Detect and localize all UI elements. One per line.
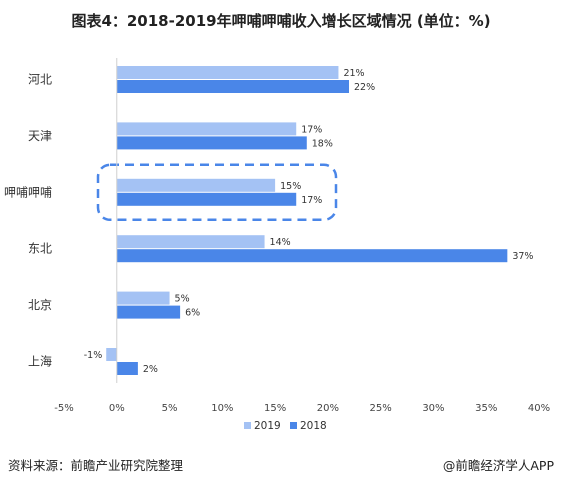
x-tick-label: 0% <box>109 403 125 414</box>
x-tick-label: 10% <box>211 403 233 414</box>
bar-2019 <box>106 348 117 361</box>
category-label: 天津 <box>28 129 52 143</box>
bar-2018 <box>116 136 307 150</box>
data-label: 5% <box>175 294 190 305</box>
data-label: 22% <box>354 82 375 93</box>
legend-label-2018: 2018 <box>300 420 327 432</box>
bar-2018 <box>116 80 350 93</box>
data-label: 14% <box>270 237 291 248</box>
bar-2018 <box>116 192 297 206</box>
axis-layer: -5% 0% 5% 10% 15% 20% 25% 30% 35% 40% 河北天津呷哺呷哺东北北京… <box>4 58 550 414</box>
chart-title: 图表4：2018-2019年呷哺呷哺收入增长区域情况 (单位：%) <box>71 12 491 30</box>
x-tick-label: 35% <box>475 403 497 414</box>
data-label: 17% <box>301 124 322 135</box>
bar-2018 <box>116 305 181 319</box>
data-label: -1% <box>84 350 103 361</box>
data-label: 6% <box>185 308 200 319</box>
x-tick-label: 40% <box>528 403 550 414</box>
bar-2019 <box>116 291 170 305</box>
category-label: 北京 <box>28 298 52 312</box>
bars-layer: 21%22%17%18%15%17%14%37%5%6%-1%2% <box>84 66 533 375</box>
legend-swatch-2018 <box>290 422 297 429</box>
data-label: 2% <box>143 364 158 375</box>
x-tick-label: 30% <box>422 403 444 414</box>
bar-2018 <box>116 249 508 263</box>
data-label: 17% <box>301 195 322 206</box>
category-label: 上海 <box>28 354 52 369</box>
bar-2019 <box>116 122 297 136</box>
data-label: 37% <box>512 251 533 262</box>
highlight-layer <box>96 163 338 222</box>
category-label: 呷哺呷哺 <box>4 185 52 199</box>
bar-2019 <box>116 235 265 249</box>
bar-2018 <box>116 362 138 375</box>
source-note: 资料来源：前瞻产业研究院整理 <box>8 458 184 473</box>
legend-swatch-2019 <box>244 422 251 429</box>
x-tick-label: 5% <box>162 403 178 414</box>
bar-2019 <box>116 178 276 192</box>
legend-layer: 2019 2018 <box>244 420 327 432</box>
category-label: 河北 <box>28 73 52 87</box>
data-label: 15% <box>280 181 301 192</box>
x-tick-label: -5% <box>54 403 73 414</box>
data-label: 18% <box>312 138 333 149</box>
category-label: 东北 <box>28 242 52 256</box>
x-tick-label: 25% <box>370 403 392 414</box>
highlight-box <box>96 163 338 222</box>
bar-chart: 21%22%17%18%15%17%14%37%5%6%-1%2% -5% 0% 5… <box>4 58 550 432</box>
brand-note: @前瞻经济学人APP <box>442 458 554 473</box>
legend-label-2019: 2019 <box>254 420 281 432</box>
x-tick-label: 15% <box>264 403 286 414</box>
data-label: 21% <box>343 68 364 79</box>
x-tick-label: 20% <box>317 403 339 414</box>
bar-2019 <box>116 66 339 79</box>
